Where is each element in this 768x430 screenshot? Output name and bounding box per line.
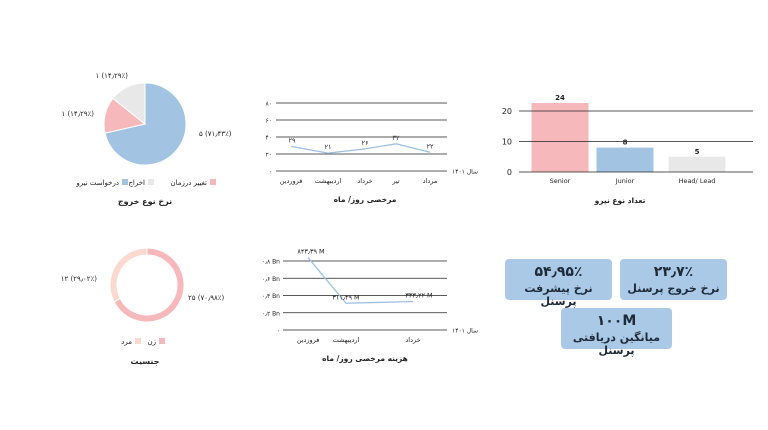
leave-xtick-0: فروردین xyxy=(280,177,303,185)
leave-value-label-1: ۲۱ xyxy=(325,143,332,151)
cost-ytick-3: ۰٫۶ Bn xyxy=(262,276,280,283)
bar-ytick-2: 20 xyxy=(502,107,512,116)
leave-ytick-3: ۶۰ xyxy=(266,118,272,125)
gender-donut-label-0: ۲۵ (۷۰٫۹۸٪) xyxy=(188,294,225,302)
exit-legend-swatch-0 xyxy=(210,179,216,185)
kpi-salary-value: ۱۰۰M xyxy=(596,313,637,329)
leave-ytick-2: ۴۰ xyxy=(266,135,272,142)
leave-value-label-3: ۳۲ xyxy=(393,134,400,142)
leave-series-line xyxy=(290,143,431,154)
bar-2 xyxy=(668,156,726,172)
leave-ytick-4: ۸۰ xyxy=(266,101,272,108)
exit-legend-label-1: اخراج xyxy=(128,179,145,187)
kpi-progress-value: ۵۴٫۹۵٪ xyxy=(534,264,583,280)
kpi-progress-card: ۵۴٫۹۵٪ نرخ پیشرفت پرسنل xyxy=(505,259,612,308)
bar-value-label-1: 8 xyxy=(623,139,628,147)
cost-title: هزینه مرخصی روز/ ماه xyxy=(322,354,408,363)
leave-xtick-3: تیر xyxy=(391,177,400,185)
cost-ytick-0: ۰ xyxy=(277,328,280,335)
bar-xtick-2: Head/ Lead xyxy=(679,177,716,185)
exit-pie-label-1: ۱ (۱۴٫۲۹٪) xyxy=(61,110,94,118)
cost-value-label-1: ۳۱۱٫۴۹ M xyxy=(332,293,359,301)
bar-0 xyxy=(531,103,589,172)
gender-legend-swatch-1 xyxy=(135,338,141,344)
exit-legend-swatch-1 xyxy=(148,179,154,185)
exit-legend-label-2: درخواست نیرو xyxy=(75,179,119,187)
bar-ytick-1: 10 xyxy=(502,138,512,147)
exit-legend-swatch-2 xyxy=(122,179,128,185)
bar-1 xyxy=(596,147,654,172)
gender-legend-swatch-0 xyxy=(159,338,165,344)
exit-legend-label-0: تغییر درزمان xyxy=(170,179,207,187)
gender-legend-label-1: مرد xyxy=(121,338,132,346)
kpi-salary-label: میانگین دریافتی پرسنل xyxy=(572,331,661,357)
exit-pie-title: نرخ نوع خروج xyxy=(118,197,172,206)
cost-xtick-2: خرداد xyxy=(405,336,420,344)
bar-value-label-0: 24 xyxy=(555,94,565,102)
leave-xtick-4: مرداد xyxy=(423,177,438,185)
cost-xtick-1: اردیبهشت xyxy=(333,336,360,344)
gender-donut-slice-1 xyxy=(109,247,148,303)
leave-ytick-0: ۰ xyxy=(269,169,272,176)
gender-donut-title: جنسیت xyxy=(131,357,160,366)
bar-title: تعداد نوع نیرو xyxy=(594,196,646,205)
leave-value-label-0: ۲۹ xyxy=(289,136,296,144)
leave-value-label-4: ۲۲ xyxy=(427,142,434,150)
cost-ytick-4: ۰٫۸ Bn xyxy=(262,259,280,266)
bar-ytick-0: 0 xyxy=(507,168,512,177)
cost-ytick-1: ۰٫۲ Bn xyxy=(262,310,280,317)
kpi-progress-label: نرخ پیشرفت پرسنل xyxy=(524,282,593,308)
exit-pie-slice-2 xyxy=(112,82,146,126)
cost-series-line xyxy=(307,257,414,304)
gender-donut-label-1: ۱۲ (۲۹٫۰۲٪) xyxy=(61,275,98,283)
kpi-exit-card: ۲۳٫۷٪ نرخ خروج پرسنل xyxy=(620,259,727,300)
cost-xlabel: سال ۱۴۰۱ xyxy=(452,328,478,335)
kpi-exit-value: ۲۳٫۷٪ xyxy=(653,264,694,280)
cost-xtick-0: فروردین xyxy=(297,336,320,344)
bar-xtick-0: Senior xyxy=(550,177,571,185)
bar-value-label-2: 5 xyxy=(695,148,700,156)
cost-ytick-2: ۰٫۴ Bn xyxy=(262,293,280,300)
exit-pie-label-2: ۱ (۱۴٫۲۹٪) xyxy=(95,72,128,80)
cost-value-label-2: ۳۳۳٫۲۲ M xyxy=(405,292,432,300)
leave-xlabel: سال ۱۴۰۱ xyxy=(452,169,478,176)
leave-title: مرخصی روز/ ماه xyxy=(334,195,397,204)
leave-xtick-2: خرداد xyxy=(357,177,372,185)
leave-value-label-2: ۲۶ xyxy=(362,139,369,147)
bar-xtick-1: Junior xyxy=(615,177,635,185)
leave-xtick-1: اردیبهشت xyxy=(315,177,342,185)
cost-value-label-0: ۸۴۳٫۳۹ M xyxy=(297,248,324,256)
leave-ytick-1: ۲۰ xyxy=(266,152,272,159)
gender-legend-label-0: زن xyxy=(147,338,156,346)
kpi-exit-label: نرخ خروج پرسنل xyxy=(627,282,720,295)
kpi-salary-card: ۱۰۰M میانگین دریافتی پرسنل xyxy=(561,308,672,357)
exit-pie-label-0: ۵ (۷۱٫۴۳٪) xyxy=(199,130,232,138)
